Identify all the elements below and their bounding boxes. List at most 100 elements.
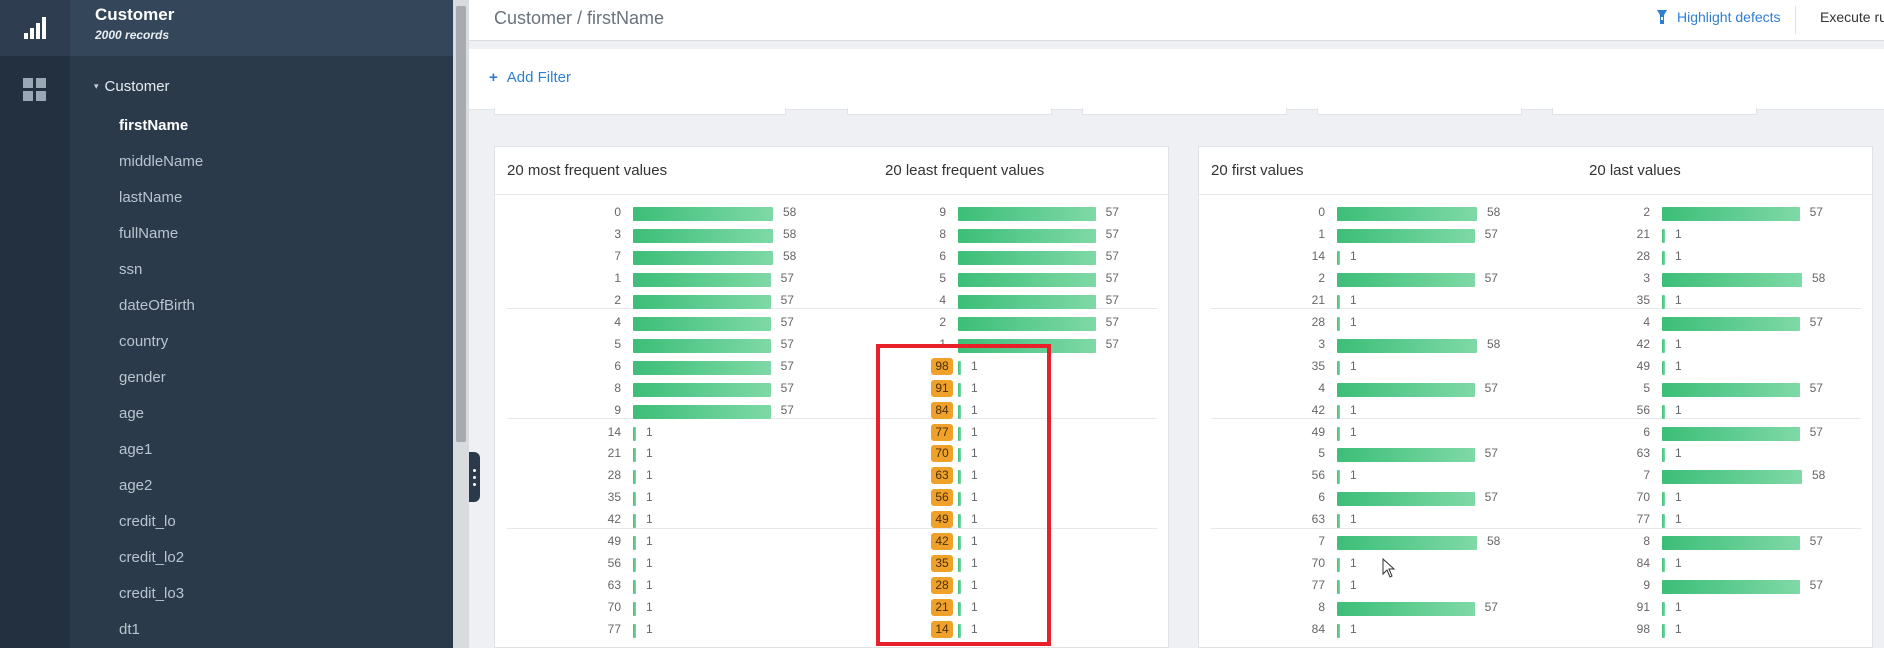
value-row[interactable]: 42 1	[1590, 334, 1830, 356]
sidebar-item-age1[interactable]: age1	[119, 441, 153, 458]
value-row[interactable]: 2 57	[886, 312, 1126, 334]
value-row[interactable]: 56 1	[1590, 400, 1830, 422]
value-row[interactable]: 56 1	[886, 487, 1126, 509]
value-row[interactable]: 8 57	[561, 378, 801, 400]
sidebar-scrollbar[interactable]	[453, 0, 469, 648]
value-row[interactable]: 91 1	[886, 378, 1126, 400]
value-row[interactable]: 21 1	[1265, 290, 1505, 312]
value-row[interactable]: 4 57	[1590, 312, 1830, 334]
value-row[interactable]: 35 1	[886, 553, 1126, 575]
value-row[interactable]: 77 1	[886, 422, 1126, 444]
value-row[interactable]: 28 1	[1590, 246, 1830, 268]
value-row[interactable]: 98 1	[886, 356, 1126, 378]
value-row[interactable]: 84 1	[1590, 553, 1830, 575]
value-row[interactable]: 28 1	[1265, 312, 1505, 334]
value-row[interactable]: 21 1	[886, 597, 1126, 619]
value-row[interactable]: 35 1	[561, 487, 801, 509]
value-row[interactable]: 28 1	[561, 465, 801, 487]
value-row[interactable]: 7 58	[1265, 531, 1505, 553]
value-row[interactable]: 9 57	[886, 202, 1126, 224]
value-row[interactable]: 63 1	[561, 575, 801, 597]
value-row[interactable]: 9 57	[1590, 575, 1830, 597]
value-row[interactable]: 14 1	[1265, 246, 1505, 268]
stats-icon[interactable]	[0, 0, 70, 56]
value-row[interactable]: 5 57	[886, 268, 1126, 290]
value-row[interactable]: 7 58	[1590, 465, 1830, 487]
value-row[interactable]: 2 57	[561, 290, 801, 312]
value-row[interactable]: 4 57	[1265, 378, 1505, 400]
add-filter-button[interactable]: + Add Filter	[489, 69, 571, 86]
sidebar-item-country[interactable]: country	[119, 333, 169, 350]
value-row[interactable]: 91 1	[1590, 597, 1830, 619]
value-row[interactable]: 70 1	[886, 443, 1126, 465]
value-row[interactable]: 0 58	[1265, 202, 1505, 224]
value-row[interactable]: 35 1	[1590, 290, 1830, 312]
value-row[interactable]: 35 1	[1265, 356, 1505, 378]
value-row[interactable]: 84 1	[1265, 619, 1505, 641]
collapse-handle[interactable]	[469, 452, 480, 502]
value-row[interactable]: 49 1	[886, 509, 1126, 531]
value-row[interactable]: 5 57	[1265, 443, 1505, 465]
value-row[interactable]: 70 1	[1265, 553, 1505, 575]
value-row[interactable]: 63 1	[1590, 443, 1830, 465]
value-row[interactable]: 56 1	[561, 553, 801, 575]
tree-root-customer[interactable]: ▾ Customer	[94, 78, 170, 95]
value-row[interactable]: 70 1	[1590, 487, 1830, 509]
sidebar-item-credit_lo[interactable]: credit_lo	[119, 513, 176, 530]
value-row[interactable]: 6 57	[561, 356, 801, 378]
value-row[interactable]: 8 57	[1590, 531, 1830, 553]
scrollbar-thumb[interactable]	[456, 6, 466, 442]
sidebar-item-middlename[interactable]: middleName	[119, 153, 204, 170]
sidebar-item-gender[interactable]: gender	[119, 369, 166, 386]
value-row[interactable]: 49 1	[561, 531, 801, 553]
value-row[interactable]: 2 57	[1590, 202, 1830, 224]
value-row[interactable]: 84 1	[886, 400, 1126, 422]
value-row[interactable]: 56 1	[1265, 465, 1505, 487]
value-row[interactable]: 14 1	[886, 619, 1126, 641]
value-row[interactable]: 63 1	[1265, 509, 1505, 531]
value-row[interactable]: 49 1	[1590, 356, 1830, 378]
value-row[interactable]: 1 57	[1265, 224, 1505, 246]
dashboard-grid-icon[interactable]	[0, 70, 70, 110]
sidebar-item-dt1[interactable]: dt1	[119, 621, 140, 638]
value-row[interactable]: 5 57	[1590, 378, 1830, 400]
sidebar-item-age[interactable]: age	[119, 405, 145, 422]
value-row[interactable]: 6 57	[1590, 422, 1830, 444]
value-row[interactable]: 7 58	[561, 246, 801, 268]
value-row[interactable]: 21 1	[561, 443, 801, 465]
value-row[interactable]: 6 57	[886, 246, 1126, 268]
value-row[interactable]: 21 1	[1590, 224, 1830, 246]
highlight-defects-button[interactable]: Highlight defects	[1655, 9, 1781, 25]
value-row[interactable]: 63 1	[886, 465, 1126, 487]
sidebar-item-age2[interactable]: age2	[119, 477, 153, 494]
value-row[interactable]: 3 58	[1590, 268, 1830, 290]
value-row[interactable]: 5 57	[561, 334, 801, 356]
value-row[interactable]: 3 58	[1265, 334, 1505, 356]
value-row[interactable]: 1 57	[561, 268, 801, 290]
value-row[interactable]: 77 1	[561, 619, 801, 641]
sidebar-item-credit_lo2[interactable]: credit_lo2	[119, 549, 185, 566]
value-row[interactable]: 49 1	[1265, 422, 1505, 444]
sidebar-item-lastname[interactable]: lastName	[119, 189, 183, 206]
execute-rules-button[interactable]: Execute rul	[1820, 9, 1884, 25]
value-row[interactable]: 98 1	[1590, 619, 1830, 641]
value-row[interactable]: 3 58	[561, 224, 801, 246]
value-row[interactable]: 77 1	[1265, 575, 1505, 597]
value-row[interactable]: 9 57	[561, 400, 801, 422]
value-row[interactable]: 28 1	[886, 575, 1126, 597]
sidebar-item-credit_lo3[interactable]: credit_lo3	[119, 585, 185, 602]
sidebar-item-firstname[interactable]: firstName	[119, 117, 189, 134]
value-row[interactable]: 42 1	[1265, 400, 1505, 422]
value-row[interactable]: 42 1	[886, 531, 1126, 553]
value-row[interactable]: 70 1	[561, 597, 801, 619]
value-row[interactable]: 6 57	[1265, 487, 1505, 509]
value-row[interactable]: 0 58	[561, 202, 801, 224]
value-row[interactable]: 4 57	[561, 312, 801, 334]
sidebar-item-ssn[interactable]: ssn	[119, 261, 143, 278]
sidebar-item-fullname[interactable]: fullName	[119, 225, 179, 242]
value-row[interactable]: 77 1	[1590, 509, 1830, 531]
value-row[interactable]: 2 57	[1265, 268, 1505, 290]
value-row[interactable]: 42 1	[561, 509, 801, 531]
value-row[interactable]: 4 57	[886, 290, 1126, 312]
sidebar-item-dateofbirth[interactable]: dateOfBirth	[119, 297, 195, 314]
